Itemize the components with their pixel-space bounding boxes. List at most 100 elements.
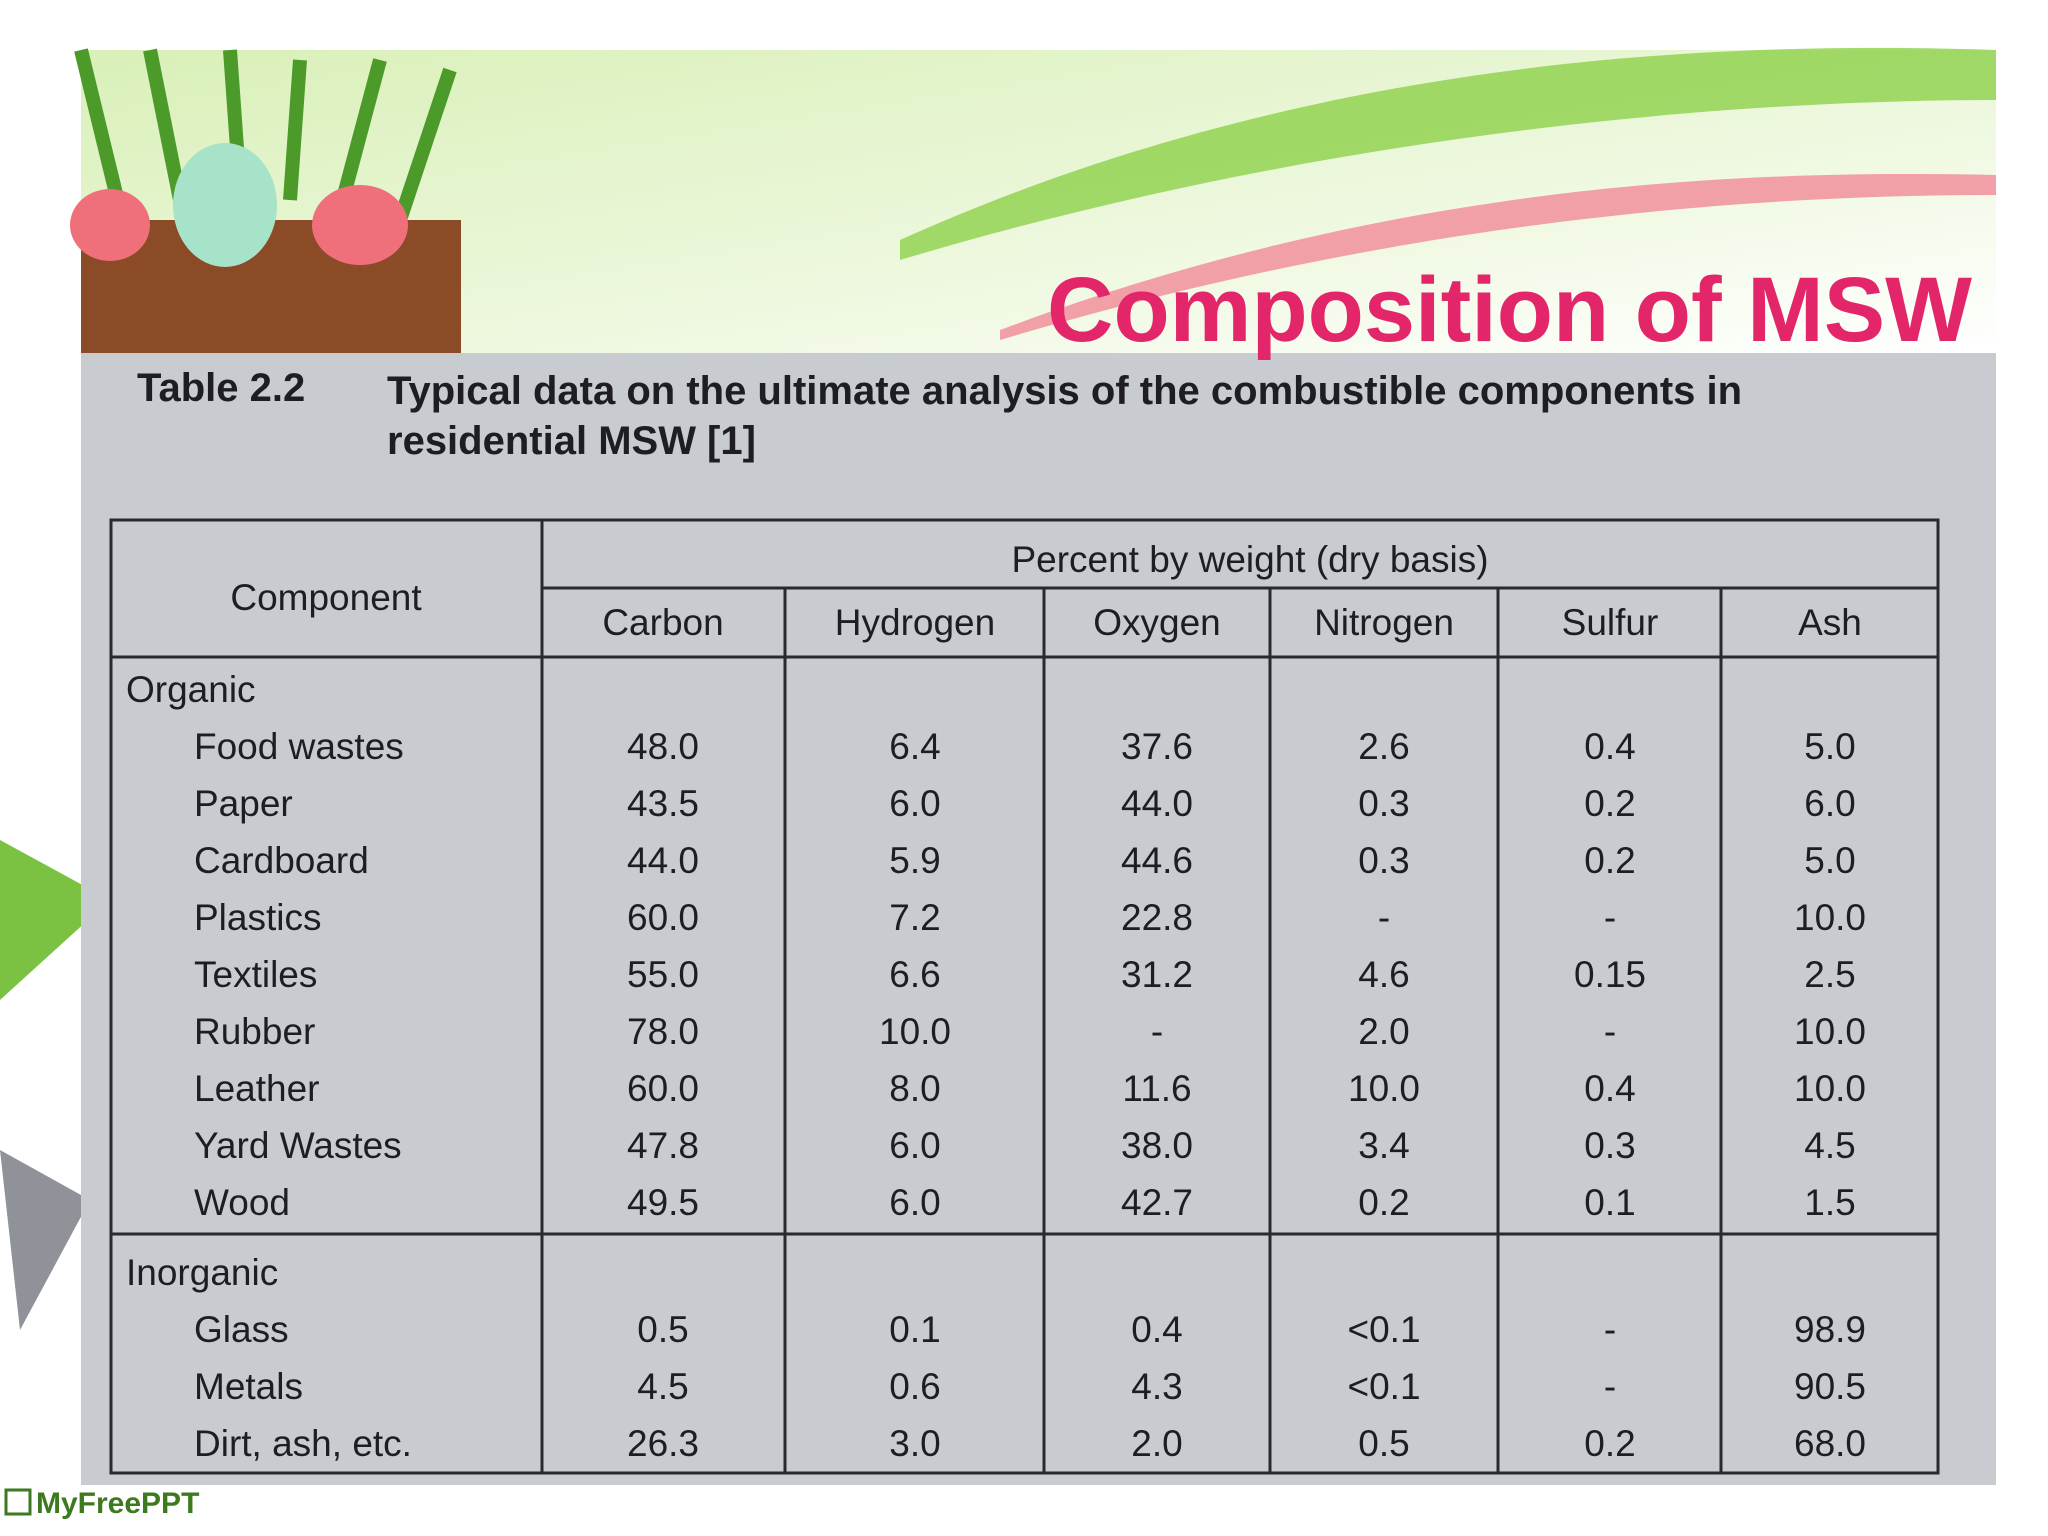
cell-value: 68.0 — [1793, 1423, 1867, 1464]
cell-value: 78.0 — [626, 1011, 700, 1052]
cell-value: 3.0 — [889, 1423, 941, 1464]
cell-value: - — [1603, 897, 1617, 938]
cell-value: 6.0 — [889, 1182, 941, 1223]
egg — [173, 143, 277, 267]
cell-value: 31.2 — [1120, 954, 1194, 995]
row-name: Paper — [194, 783, 293, 824]
cell-value: 44.6 — [1120, 840, 1194, 881]
cell-value: 60.0 — [626, 897, 700, 938]
cell-value: 10.0 — [1793, 897, 1867, 938]
cell-value: 0.6 — [889, 1366, 941, 1407]
row-name: Leather — [194, 1068, 320, 1109]
cell-value: 2.0 — [1131, 1423, 1183, 1464]
cell-value: 2.0 — [1358, 1011, 1410, 1052]
banner-swoosh — [900, 47, 1996, 260]
row-name: Plastics — [194, 897, 322, 938]
cell-value: 2.6 — [1358, 726, 1410, 767]
cell-value: - — [1603, 1011, 1617, 1052]
cell-value: 6.0 — [889, 783, 941, 824]
cell-value: 5.0 — [1804, 840, 1856, 881]
cell-value: 55.0 — [626, 954, 700, 995]
cell-value: 4.5 — [1804, 1125, 1856, 1166]
cell-value: 0.3 — [1358, 783, 1410, 824]
cell-value: 5.0 — [1804, 726, 1856, 767]
logo: MyFreePPT — [36, 1487, 200, 1520]
table-label: Table 2.2 — [137, 366, 306, 410]
cell-value: 0.4 — [1131, 1309, 1183, 1350]
cell-value: 8.0 — [889, 1068, 941, 1109]
table-caption: Typical data on the ultimate analysis of… — [387, 369, 1743, 463]
row-name: Rubber — [194, 1011, 316, 1052]
cell-value: - — [1603, 1366, 1617, 1407]
cell-value: 7.2 — [889, 897, 941, 938]
cell-value: 10.0 — [1347, 1068, 1421, 1109]
cell-value: 90.5 — [1793, 1366, 1867, 1407]
cell-value: 0.2 — [1584, 783, 1636, 824]
cell-value: 3.4 — [1358, 1125, 1410, 1166]
grass — [74, 48, 457, 223]
row-name: Yard Wastes — [194, 1125, 402, 1166]
column-header: Carbon — [602, 602, 724, 643]
cell-value: 48.0 — [626, 726, 700, 767]
cell-value: 4.3 — [1131, 1366, 1183, 1407]
cell-value: 1.5 — [1804, 1182, 1856, 1223]
cell-value: 10.0 — [1793, 1068, 1867, 1109]
cell-value: 6.6 — [889, 954, 941, 995]
row-name: Cardboard — [194, 840, 369, 881]
cell-value: 0.15 — [1573, 954, 1647, 995]
cell-value: 6.4 — [889, 726, 941, 767]
group-label: Organic — [126, 669, 256, 710]
cell-value: 10.0 — [878, 1011, 952, 1052]
row-name: Wood — [194, 1182, 290, 1223]
group-label: Inorganic — [126, 1252, 279, 1293]
cell-value: 49.5 — [626, 1182, 700, 1223]
cell-value: 0.2 — [1584, 840, 1636, 881]
table-photo — [81, 353, 1996, 1485]
column-header: Nitrogen — [1314, 602, 1454, 643]
cell-value: 0.5 — [637, 1309, 689, 1350]
row-name: Dirt, ash, etc. — [194, 1423, 412, 1464]
cell-value: 0.1 — [1584, 1182, 1636, 1223]
cell-value: 2.5 — [1804, 954, 1856, 995]
cell-value: 0.5 — [1358, 1423, 1410, 1464]
cell-value: 10.0 — [1793, 1011, 1867, 1052]
header-group: Percent by weight (dry basis) — [1011, 539, 1489, 580]
cell-value: 26.3 — [626, 1423, 700, 1464]
cell-value: 38.0 — [1120, 1125, 1194, 1166]
cell-value: 44.0 — [1120, 783, 1194, 824]
cell-value: 42.7 — [1120, 1182, 1194, 1223]
cell-value: 60.0 — [626, 1068, 700, 1109]
decor-shape — [0, 840, 110, 1000]
cell-value: 47.8 — [626, 1125, 700, 1166]
row-name: Food wastes — [194, 726, 404, 767]
cell-value: 37.6 — [1120, 726, 1194, 767]
cell-value: 5.9 — [889, 840, 941, 881]
cell-value: <0.1 — [1347, 1309, 1421, 1350]
cell-value: 6.0 — [1804, 783, 1856, 824]
column-header: Ash — [1798, 602, 1862, 643]
cell-value: 44.0 — [626, 840, 700, 881]
cell-value: - — [1377, 897, 1391, 938]
cell-value: - — [1150, 1011, 1164, 1052]
cell-value: 43.5 — [626, 783, 700, 824]
egg — [312, 185, 408, 265]
cell-value: 4.6 — [1358, 954, 1410, 995]
cell-value: 22.8 — [1120, 897, 1194, 938]
cell-value: 0.2 — [1358, 1182, 1410, 1223]
table-rules — [109, 518, 1940, 1475]
row-name: Metals — [194, 1366, 303, 1407]
row-name: Textiles — [194, 954, 318, 995]
decor-shape — [0, 1150, 90, 1330]
cell-value: 0.2 — [1584, 1423, 1636, 1464]
column-header: Oxygen — [1093, 602, 1221, 643]
cell-value: 0.4 — [1584, 726, 1636, 767]
cell-value: 0.3 — [1584, 1125, 1636, 1166]
column-header: Sulfur — [1561, 602, 1659, 643]
cell-value: 11.6 — [1122, 1068, 1192, 1109]
cell-value: 0.3 — [1358, 840, 1410, 881]
column-header: Hydrogen — [834, 602, 996, 643]
slide-title: Composition of MSW — [1047, 259, 1972, 361]
banner-stripe — [1000, 174, 1996, 340]
cell-value: - — [1603, 1309, 1617, 1350]
